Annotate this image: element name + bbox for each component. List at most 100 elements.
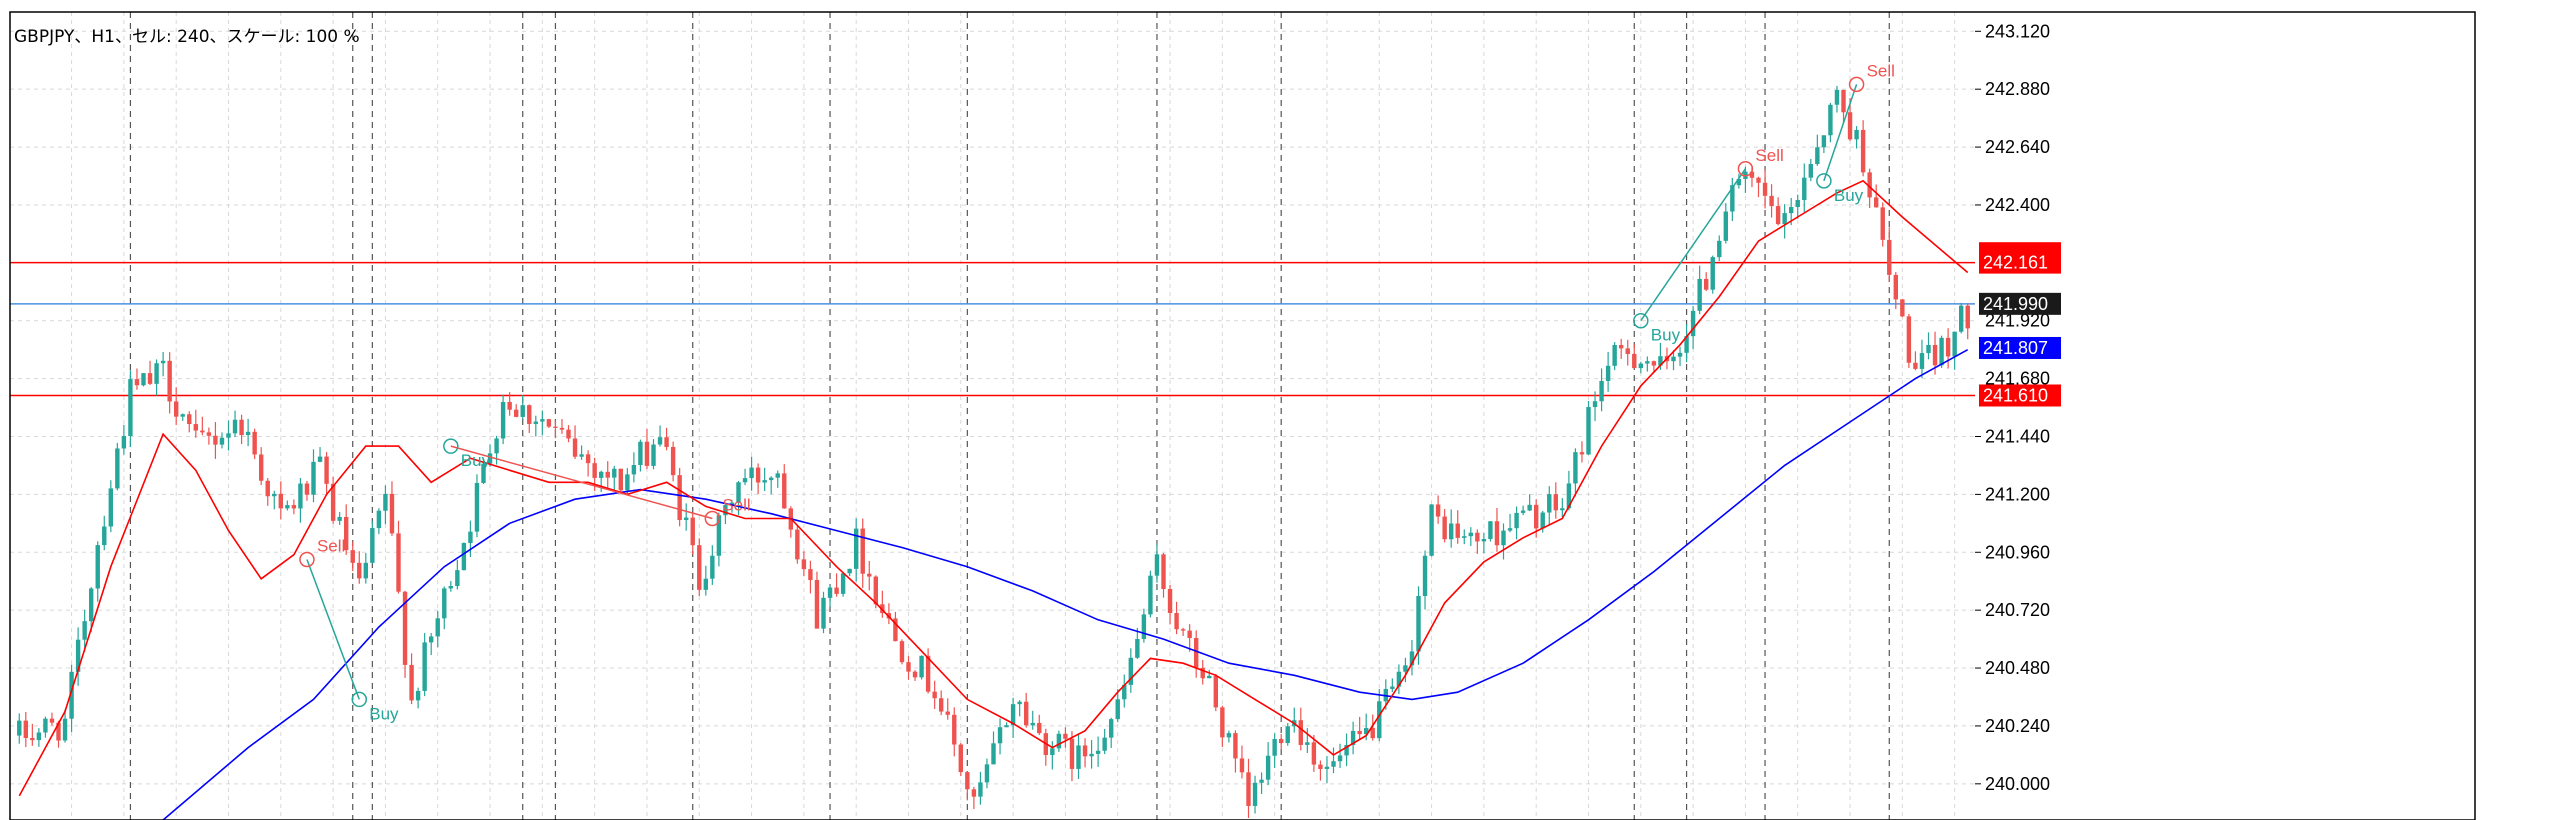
- candle: [1187, 624, 1192, 652]
- candle: [239, 414, 244, 445]
- y-tick-label: 240.000: [1985, 774, 2050, 794]
- candle-body: [1710, 257, 1715, 290]
- candle-body: [1926, 344, 1931, 354]
- candle-body: [115, 448, 120, 489]
- candle-body: [742, 478, 748, 483]
- candle: [1612, 342, 1617, 371]
- candle: [755, 463, 761, 495]
- candle-body: [978, 782, 983, 797]
- candle-body: [1632, 353, 1637, 369]
- candle: [1442, 508, 1447, 543]
- candle: [1468, 527, 1474, 546]
- candle: [919, 655, 924, 680]
- candle-body: [1252, 782, 1258, 806]
- y-tick-label: 240.960: [1985, 542, 2050, 562]
- candle-body: [1396, 671, 1402, 687]
- candle-body: [1023, 701, 1029, 726]
- candle-body: [736, 482, 741, 503]
- candle-body: [1618, 345, 1624, 349]
- candle-body: [30, 737, 35, 741]
- candle: [357, 551, 362, 584]
- candle: [1252, 775, 1258, 814]
- candle-body: [1422, 555, 1428, 596]
- candle: [1860, 120, 1866, 177]
- candle: [847, 568, 852, 577]
- candle: [1599, 368, 1604, 412]
- candle: [1063, 727, 1068, 748]
- candle: [1462, 529, 1467, 545]
- candle: [1037, 714, 1042, 735]
- candle-body: [1455, 523, 1460, 538]
- candle-body: [1919, 353, 1925, 369]
- candle: [683, 503, 689, 531]
- candle-body: [1318, 764, 1323, 769]
- candle-body: [121, 436, 127, 449]
- ma-slow-tag: 241.807: [1979, 336, 2061, 359]
- candle: [572, 425, 578, 459]
- candle-body: [187, 414, 192, 425]
- candle: [1939, 335, 1944, 368]
- candle-body: [1769, 195, 1774, 207]
- candle: [1278, 733, 1284, 750]
- period-separators: [129, 12, 1890, 820]
- candle-body: [23, 720, 29, 738]
- candle: [128, 370, 133, 448]
- candle-body: [840, 573, 846, 594]
- candle: [1586, 401, 1591, 455]
- candle: [938, 690, 944, 716]
- candle: [1122, 674, 1127, 708]
- candle-body: [801, 559, 807, 570]
- candle: [1553, 482, 1559, 519]
- candle-body: [1932, 344, 1938, 366]
- candle-body: [481, 463, 486, 483]
- candle-body: [17, 720, 22, 736]
- candle-body: [1795, 200, 1800, 208]
- candle: [56, 720, 61, 748]
- candle-body: [1841, 89, 1846, 113]
- candle: [1638, 361, 1644, 374]
- candle: [415, 687, 421, 709]
- candle: [585, 450, 591, 477]
- candle-body: [1775, 206, 1781, 225]
- candle: [657, 425, 663, 447]
- candle: [435, 610, 440, 648]
- candle-body: [1873, 197, 1879, 208]
- candle-body: [1390, 686, 1395, 689]
- candle: [121, 424, 127, 455]
- candle-body: [952, 714, 957, 745]
- candle: [1703, 272, 1709, 292]
- candle-body: [1403, 665, 1408, 672]
- candle: [304, 480, 310, 501]
- candle-body: [1815, 147, 1820, 165]
- signal-marker: [1633, 312, 1649, 329]
- candle-body: [1854, 129, 1859, 140]
- candle: [1527, 494, 1532, 512]
- candle: [834, 573, 839, 597]
- grid-lines: [10, 12, 1975, 820]
- candle: [1344, 733, 1349, 767]
- candle-body: [768, 477, 774, 481]
- candle: [1821, 135, 1827, 154]
- candle: [1684, 323, 1689, 363]
- candle-body: [847, 568, 852, 574]
- candle-body: [1475, 532, 1480, 542]
- candle: [1220, 705, 1225, 747]
- candle-body: [958, 744, 964, 773]
- candle: [1834, 85, 1840, 113]
- candle-body: [533, 421, 539, 424]
- candle: [272, 490, 277, 510]
- candle-body: [1690, 310, 1696, 337]
- candle: [1017, 700, 1022, 717]
- candle: [1488, 521, 1493, 542]
- candle-body: [258, 454, 264, 481]
- y-tick-label: 240.720: [1985, 600, 2050, 620]
- candle: [1795, 194, 1800, 219]
- candle: [258, 447, 264, 486]
- candle-body: [507, 402, 512, 410]
- candle: [1409, 639, 1415, 676]
- candle: [867, 560, 872, 591]
- candle: [991, 731, 996, 765]
- candle: [1095, 736, 1101, 767]
